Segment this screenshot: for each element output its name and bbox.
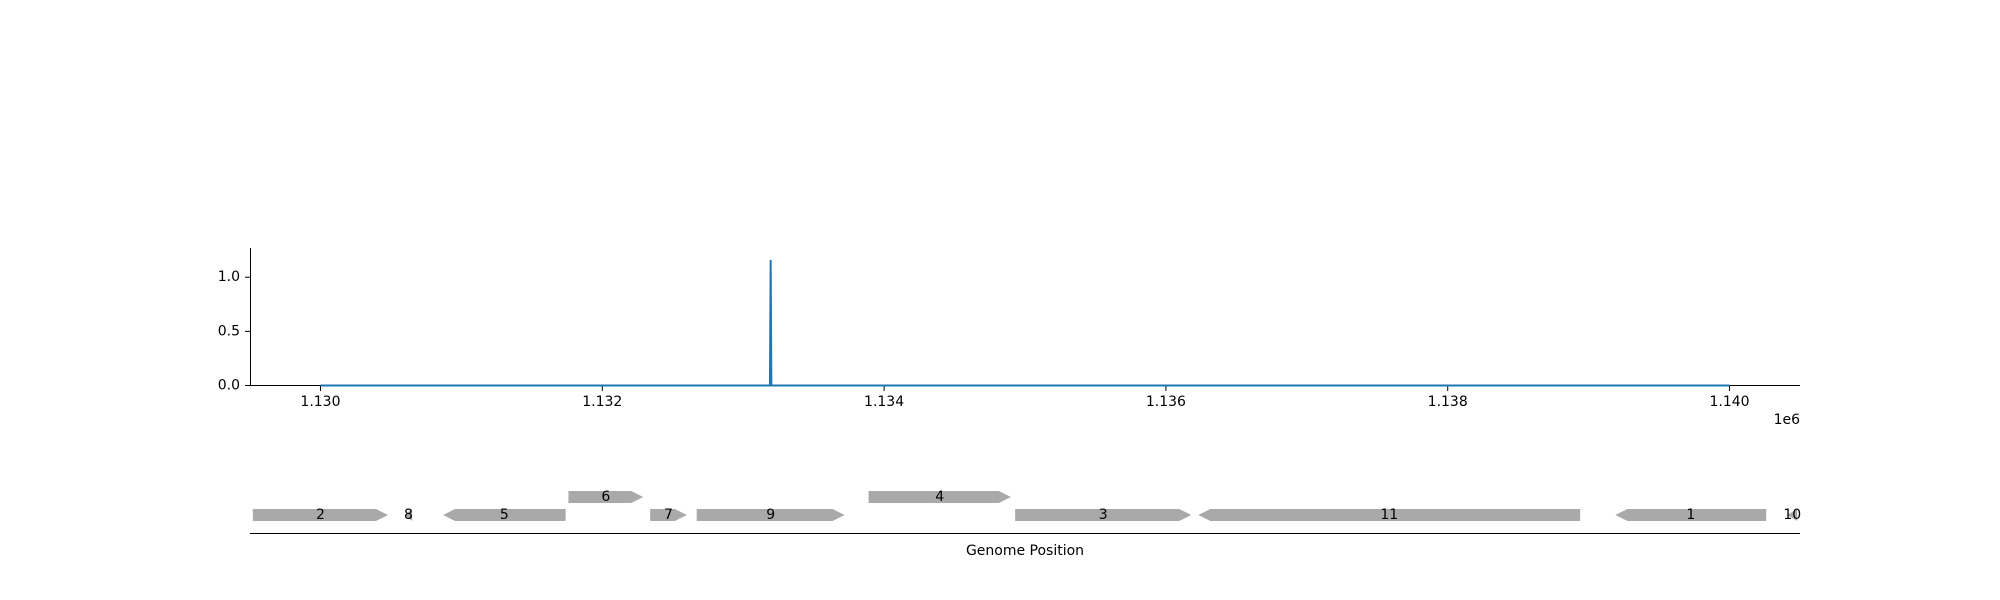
gene-feature: 2 [252,507,389,523]
y-tick-label: 0.5 [218,323,240,339]
y-ticks: 0.0 0.5 1.0 [218,269,250,394]
y-tick-label: 1.0 [218,269,240,285]
gene-arrow [252,509,389,521]
gene-arrow [1198,509,1581,521]
gene-axis-label: Genome Position [966,543,1084,559]
gene-arrow [1787,509,1798,521]
gene-feature: 5 [443,507,566,523]
gene-arrow [868,491,1011,503]
gene-label: 10 [1783,507,1801,523]
gene-arrow [1015,509,1192,521]
gene-feature: 11 [1198,507,1581,523]
y-tick-label: 0.0 [218,378,240,394]
gene-feature: 1 [1615,507,1767,523]
coverage-series-line [320,259,1730,387]
gene-label: 4 [935,489,944,505]
x-tick-label: 1.134 [864,394,904,410]
gene-label: 7 [664,507,673,523]
gene-arrow [650,509,687,521]
gene-feature: 8 [404,507,413,523]
coverage-plot: 0.0 0.5 1.0 1.130 1.132 1.134 1.136 1.138 1.140… [218,248,1800,428]
gene-feature: 7 [650,507,687,523]
gene-track: 2 8 567 943 11 1 10 Genome Position [250,489,1801,559]
gene-label: 2 [316,507,325,523]
gene-layer: 2 8 567 943 11 1 10 [252,489,1801,523]
gene-feature: 10 [1783,507,1801,523]
x-tick-label: 1.140 [1709,394,1749,410]
series-layer [320,259,1730,387]
gene-arrow [1615,509,1767,521]
gene-label: 6 [601,489,610,505]
gene-label: 3 [1099,507,1108,523]
gene-feature: 6 [568,489,644,505]
gene-label: 11 [1380,507,1398,523]
gene-label: 1 [1686,507,1695,523]
gene-label: 9 [766,507,775,523]
x-offset-label: 1e6 [1774,412,1801,428]
gene-arrow [696,509,845,521]
x-ticks: 1.130 1.132 1.134 1.136 1.138 1.140 [300,386,1750,410]
gene-feature: 9 [696,507,845,523]
gene-arrow [443,509,566,521]
gene-label: 5 [500,507,509,523]
x-tick-label: 1.138 [1428,394,1468,410]
gene-arrow [405,509,413,521]
gene-feature: 4 [868,489,1011,505]
x-tick-label: 1.136 [1146,394,1186,410]
x-tick-label: 1.132 [582,394,622,410]
gene-feature: 3 [1015,507,1192,523]
x-tick-label: 1.130 [300,394,340,410]
gene-arrow [568,491,644,503]
gene-label: 8 [404,507,413,523]
